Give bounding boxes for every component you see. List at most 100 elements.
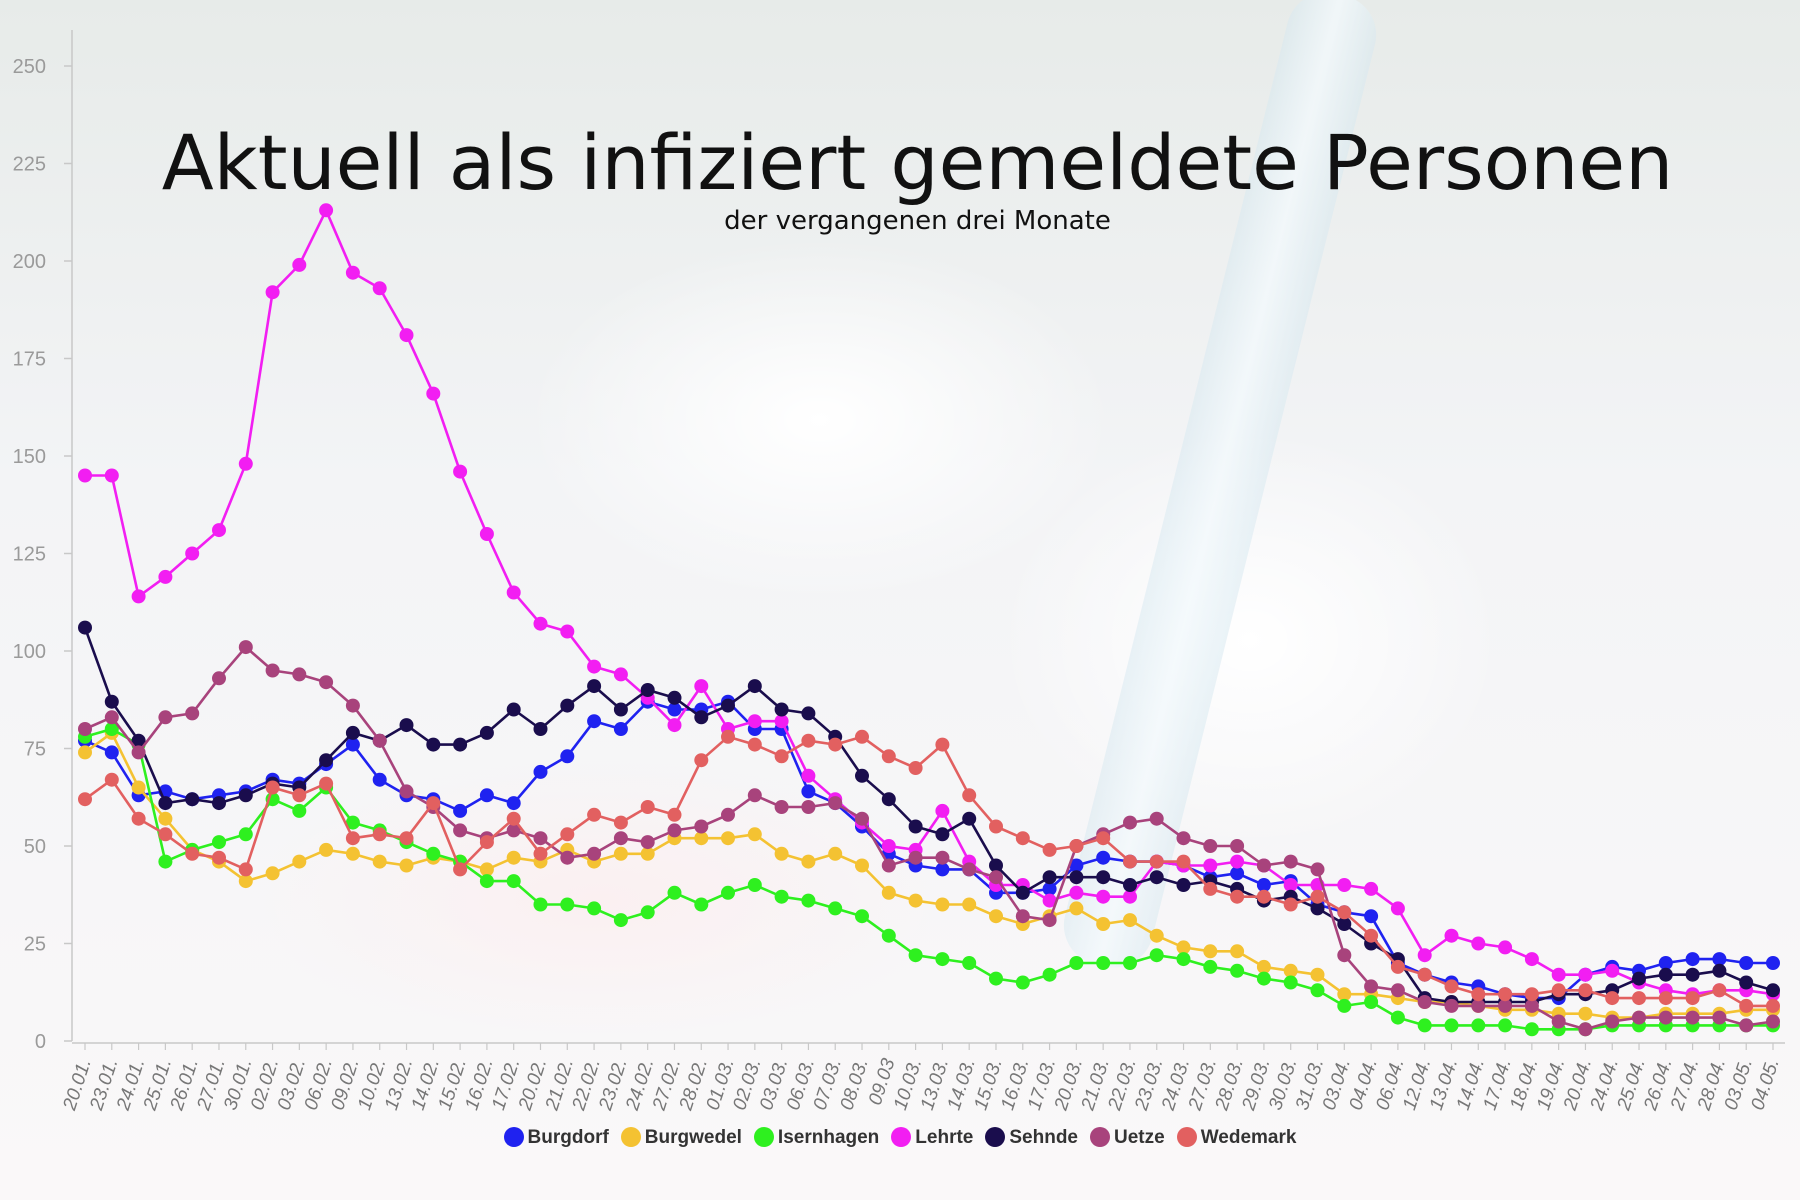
data-point-burgwedel[interactable] [1176, 940, 1191, 955]
data-point-sehnde[interactable] [345, 725, 360, 740]
data-point-wedemark[interactable] [989, 819, 1003, 834]
data-point-wedemark[interactable] [694, 753, 709, 768]
data-point-burgdorf[interactable] [372, 772, 387, 787]
data-point-uetze[interactable] [828, 796, 843, 811]
data-point-uetze[interactable] [212, 671, 226, 686]
data-point-uetze[interactable] [1658, 1010, 1673, 1025]
data-point-isernhagen[interactable] [1390, 1010, 1405, 1025]
data-point-burgwedel[interactable] [1123, 913, 1137, 928]
data-point-burgdorf[interactable] [1230, 866, 1245, 881]
data-point-isernhagen[interactable] [104, 722, 119, 736]
data-point-wedemark[interactable] [1230, 889, 1245, 904]
data-point-burgwedel[interactable] [1096, 917, 1111, 931]
data-point-sehnde[interactable] [399, 718, 414, 733]
data-point-lehrte[interactable] [694, 679, 709, 694]
data-point-uetze[interactable] [533, 831, 548, 846]
data-point-sehnde[interactable] [935, 827, 950, 842]
data-point-sehnde[interactable] [506, 702, 521, 717]
data-point-uetze[interactable] [1739, 1018, 1754, 1033]
data-point-uetze[interactable] [1042, 913, 1057, 928]
data-point-uetze[interactable] [1551, 1014, 1566, 1029]
data-point-sehnde[interactable] [1712, 963, 1727, 978]
data-point-wedemark[interactable] [1123, 854, 1137, 869]
data-point-sehnde[interactable] [1149, 870, 1164, 885]
data-point-wedemark[interactable] [1632, 991, 1646, 1006]
data-point-lehrte[interactable] [1605, 963, 1620, 978]
data-point-lehrte[interactable] [1498, 940, 1513, 955]
data-point-lehrte[interactable] [506, 585, 521, 600]
data-point-isernhagen[interactable] [801, 893, 816, 908]
data-point-sehnde[interactable] [774, 702, 789, 717]
data-point-burgdorf[interactable] [1739, 956, 1754, 970]
data-point-burgwedel[interactable] [479, 862, 494, 877]
data-point-lehrte[interactable] [104, 468, 119, 483]
data-point-uetze[interactable] [319, 675, 334, 690]
data-point-burgwedel[interactable] [345, 846, 360, 861]
data-point-wedemark[interactable] [801, 733, 816, 748]
data-point-sehnde[interactable] [1069, 870, 1084, 885]
data-point-wedemark[interactable] [962, 788, 977, 803]
data-point-sehnde[interactable] [1176, 878, 1191, 892]
data-point-lehrte[interactable] [78, 468, 92, 483]
data-point-wedemark[interactable] [1605, 991, 1620, 1006]
data-point-lehrte[interactable] [453, 464, 468, 479]
data-point-burgdorf[interactable] [801, 784, 816, 799]
data-point-sehnde[interactable] [1042, 870, 1057, 885]
data-point-lehrte[interactable] [1042, 893, 1057, 908]
data-point-wedemark[interactable] [78, 792, 92, 807]
data-point-burgwedel[interactable] [319, 842, 334, 857]
data-point-wedemark[interactable] [479, 835, 494, 850]
data-point-uetze[interactable] [1498, 998, 1513, 1013]
data-point-uetze[interactable] [1632, 1010, 1646, 1025]
data-point-lehrte[interactable] [1524, 952, 1539, 967]
data-point-uetze[interactable] [1203, 839, 1218, 853]
data-point-lehrte[interactable] [1364, 881, 1379, 896]
data-point-uetze[interactable] [801, 800, 816, 814]
data-point-wedemark[interactable] [399, 831, 414, 846]
data-point-burgwedel[interactable] [935, 897, 950, 912]
data-point-lehrte[interactable] [1551, 967, 1566, 982]
data-point-isernhagen[interactable] [1498, 1018, 1513, 1033]
data-point-wedemark[interactable] [1551, 983, 1566, 998]
data-point-isernhagen[interactable] [989, 971, 1003, 986]
data-point-uetze[interactable] [774, 800, 789, 814]
data-point-burgwedel[interactable] [1149, 928, 1164, 943]
data-point-burgwedel[interactable] [640, 846, 655, 861]
data-point-lehrte[interactable] [426, 386, 441, 401]
data-point-burgwedel[interactable] [372, 854, 387, 869]
data-point-uetze[interactable] [962, 862, 977, 877]
data-point-burgdorf[interactable] [453, 803, 468, 818]
data-point-sehnde[interactable] [1015, 885, 1030, 900]
data-point-wedemark[interactable] [1739, 998, 1754, 1013]
legend-item-lehrte[interactable]: Lehrte [891, 1127, 973, 1149]
data-point-uetze[interactable] [1444, 998, 1459, 1013]
data-point-burgdorf[interactable] [935, 862, 950, 877]
data-point-burgdorf[interactable] [479, 788, 494, 803]
data-point-uetze[interactable] [292, 667, 307, 682]
data-point-uetze[interactable] [1766, 1014, 1780, 1029]
data-point-isernhagen[interactable] [212, 835, 226, 850]
data-point-wedemark[interactable] [747, 737, 762, 752]
data-point-uetze[interactable] [1364, 979, 1379, 994]
data-point-lehrte[interactable] [1471, 936, 1486, 951]
data-point-burgdorf[interactable] [104, 745, 119, 760]
data-point-isernhagen[interactable] [345, 815, 360, 830]
data-point-isernhagen[interactable] [426, 846, 441, 861]
data-point-wedemark[interactable] [158, 827, 173, 842]
data-point-wedemark[interactable] [935, 737, 950, 752]
data-point-lehrte[interactable] [1203, 858, 1218, 873]
data-point-sehnde[interactable] [587, 679, 602, 694]
data-point-uetze[interactable] [1310, 862, 1325, 877]
data-point-isernhagen[interactable] [560, 897, 575, 912]
data-point-uetze[interactable] [1417, 995, 1432, 1009]
data-point-uetze[interactable] [265, 663, 280, 678]
data-point-isernhagen[interactable] [1042, 967, 1057, 982]
data-point-wedemark[interactable] [774, 749, 789, 764]
data-point-sehnde[interactable] [131, 733, 146, 748]
data-point-sehnde[interactable] [78, 620, 92, 635]
data-point-uetze[interactable] [1176, 831, 1191, 846]
data-point-burgwedel[interactable] [1283, 963, 1298, 978]
data-point-lehrte[interactable] [1123, 889, 1137, 904]
data-point-wedemark[interactable] [1042, 842, 1057, 857]
data-point-sehnde[interactable] [989, 858, 1003, 873]
